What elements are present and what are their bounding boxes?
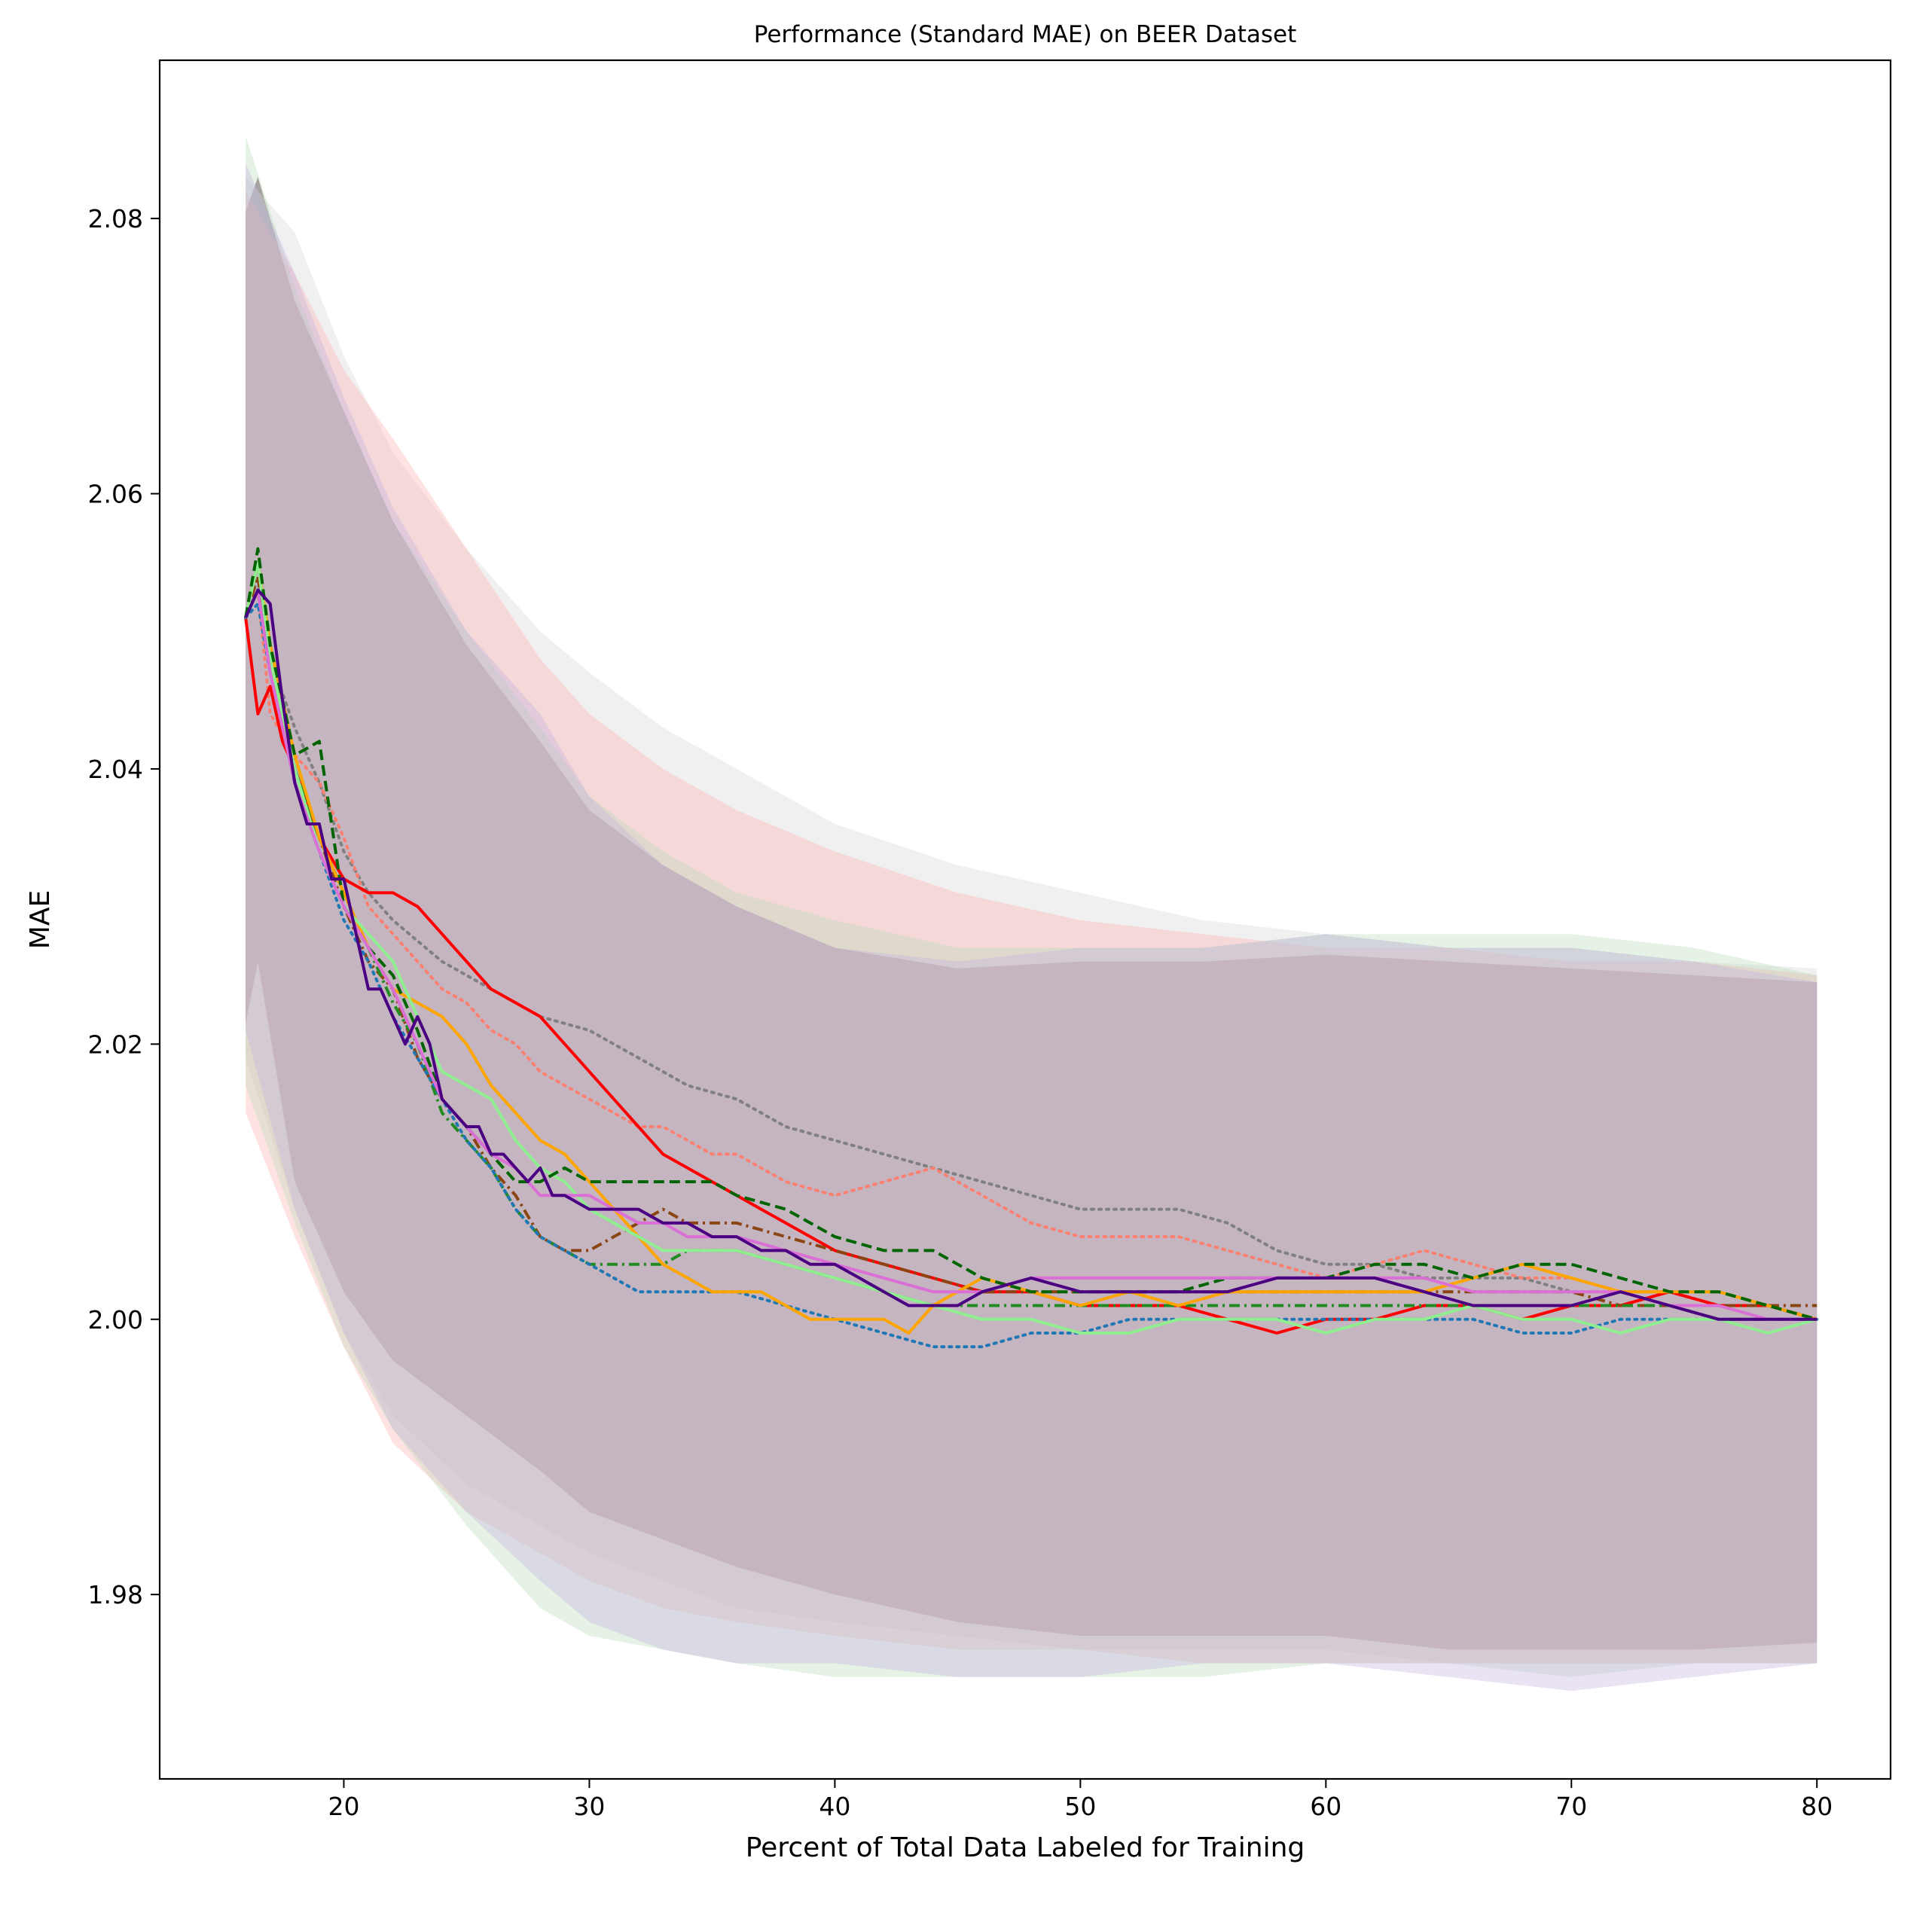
chart-title: Performance (Standard MAE) on BEER Datas… [754, 21, 1296, 48]
series-line-7 [244, 560, 1818, 1335]
series-line-3 [244, 575, 1818, 1307]
x-tick-label: 40 [819, 1792, 850, 1821]
x-tick-label: 20 [328, 1792, 359, 1821]
series-lines [244, 547, 1819, 1349]
x-tick-label: 80 [1801, 1792, 1833, 1821]
y-tick-label: 2.08 [88, 204, 143, 233]
y-tick-label: 1.98 [88, 1580, 143, 1609]
plot-frame [158, 59, 1892, 1780]
confidence-band-0 [246, 177, 1818, 1650]
y-axis-label: MAE [25, 890, 56, 949]
series-line-5 [244, 602, 1819, 1349]
y-tick-label: 2.04 [88, 755, 143, 784]
x-tick-label: 30 [573, 1792, 605, 1821]
x-tick-label: 70 [1555, 1792, 1587, 1821]
x-axis-label: Percent of Total Data Labeled for Traini… [746, 1832, 1305, 1863]
y-tick-label: 2.00 [88, 1305, 143, 1335]
x-tick-label: 60 [1310, 1792, 1341, 1821]
confidence-bands [246, 136, 1818, 1692]
series-line-1 [244, 588, 1819, 1321]
y-tick-label: 2.02 [88, 1030, 143, 1059]
series-line-6 [244, 560, 1818, 1335]
series-line-8 [244, 547, 1818, 1321]
x-tick-label: 50 [1064, 1792, 1096, 1821]
series-line-9 [244, 588, 1818, 1321]
x-axis: 20 30 40 50 60 70 80 [328, 1779, 1833, 1821]
series-line-10 [244, 588, 1818, 1321]
y-tick-label: 2.06 [88, 480, 143, 509]
y-axis: 1.98 2.00 2.02 2.04 2.06 2.08 [88, 204, 160, 1609]
series-line-2 [244, 617, 1818, 1335]
confidence-band-2 [246, 191, 1818, 1664]
confidence-band-4 [246, 163, 1818, 1692]
